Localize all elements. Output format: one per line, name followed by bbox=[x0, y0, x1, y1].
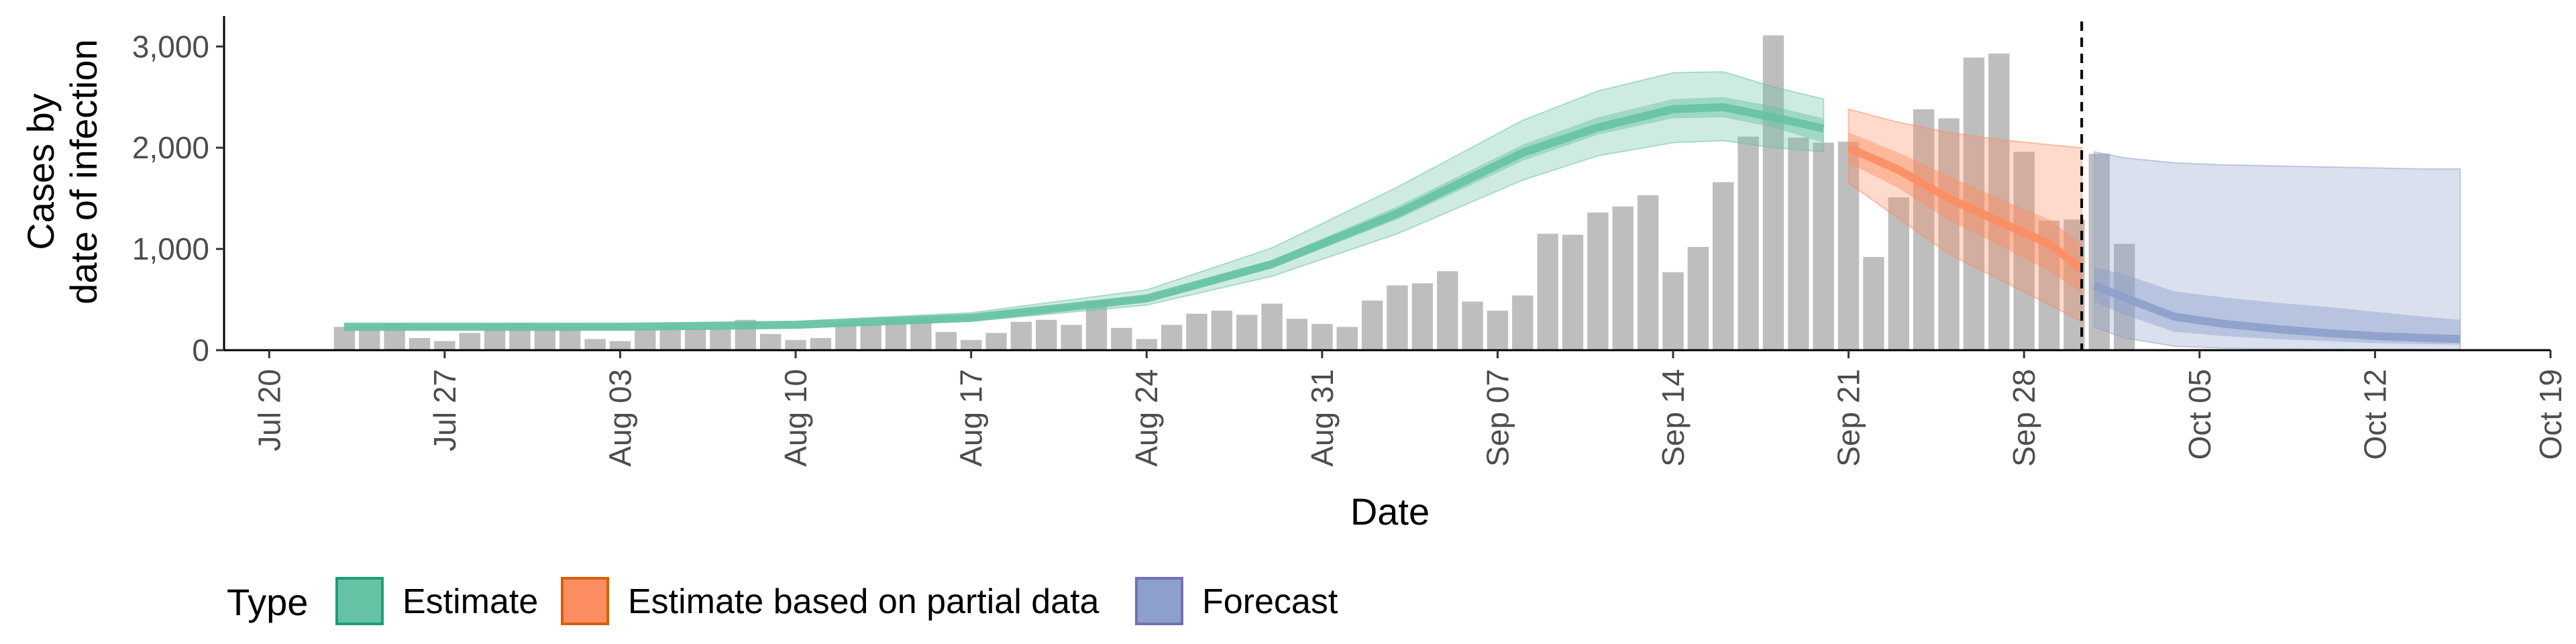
x-tick-label: Sep 14 bbox=[1656, 369, 1690, 467]
bar bbox=[1036, 319, 1057, 350]
x-tick-label: Aug 24 bbox=[1129, 369, 1164, 467]
bar bbox=[584, 339, 606, 350]
bar bbox=[960, 339, 982, 350]
bar bbox=[1813, 142, 1834, 351]
bar bbox=[1211, 311, 1233, 350]
bar bbox=[1361, 301, 1383, 350]
x-tick-label: Jul 27 bbox=[427, 369, 462, 451]
y-tick-label: 3,000 bbox=[132, 29, 209, 64]
bar bbox=[2013, 152, 2035, 350]
bar bbox=[1462, 301, 1483, 350]
x-tick-label: Oct 05 bbox=[2182, 369, 2217, 460]
bar bbox=[1913, 109, 1935, 350]
bar bbox=[985, 333, 1007, 350]
x-tick-label: Aug 17 bbox=[954, 369, 989, 467]
bar bbox=[1286, 319, 1308, 350]
bar bbox=[1261, 303, 1283, 350]
x-tick-label: Oct 12 bbox=[2357, 369, 2392, 460]
y-axis-title-line2: date of infection bbox=[62, 39, 105, 304]
bar bbox=[1637, 195, 1659, 350]
x-axis-title: Date bbox=[1350, 490, 1430, 533]
bar bbox=[1436, 271, 1458, 350]
median-line-estimate bbox=[344, 103, 1825, 331]
x-tick-label: Sep 07 bbox=[1480, 369, 1515, 467]
bar bbox=[635, 329, 656, 350]
x-tick-label: Jul 20 bbox=[252, 369, 286, 451]
bar bbox=[810, 337, 832, 350]
x-tick-label: Aug 31 bbox=[1305, 369, 1340, 467]
y-tick-label: 0 bbox=[192, 333, 209, 368]
bar bbox=[1762, 35, 1784, 350]
x-tick-label: Oct 19 bbox=[2533, 369, 2568, 460]
axes-layer: 0 1,000 2,000 3,000 Jul 20 Jul 27 Aug 03 Aug 10… bbox=[132, 16, 2568, 467]
bar bbox=[1713, 182, 1734, 350]
bar bbox=[1938, 118, 1960, 350]
bar bbox=[1562, 234, 1584, 350]
x-tick-label: Aug 10 bbox=[778, 369, 813, 467]
bar bbox=[434, 341, 455, 350]
legend-label-forecast: Forecast bbox=[1202, 582, 1338, 621]
bar bbox=[1136, 339, 1157, 350]
legend-item-forecast: Forecast bbox=[1135, 577, 1338, 625]
legend-item-partial: Estimate based on partial data bbox=[561, 577, 1099, 625]
legend-label-partial: Estimate based on partial data bbox=[628, 582, 1099, 621]
bar bbox=[1061, 325, 1082, 350]
x-tick-label: Sep 28 bbox=[2006, 369, 2041, 467]
bar bbox=[710, 329, 731, 350]
y-tick-label: 2,000 bbox=[132, 130, 209, 165]
legend-label-estimate: Estimate bbox=[402, 582, 538, 621]
legend-key-partial bbox=[561, 577, 609, 625]
x-tick-label: Aug 03 bbox=[603, 369, 638, 467]
bar bbox=[1687, 247, 1709, 350]
bar bbox=[1111, 327, 1132, 350]
bar bbox=[910, 319, 932, 350]
bar bbox=[1662, 272, 1684, 350]
bar bbox=[459, 333, 480, 350]
bar bbox=[1186, 313, 1208, 350]
bar bbox=[1612, 206, 1633, 350]
legend: Type Estimate Estimate based on partial … bbox=[227, 577, 1338, 625]
bar bbox=[835, 323, 857, 350]
bar bbox=[935, 331, 957, 350]
bar bbox=[759, 333, 782, 350]
bar bbox=[1988, 53, 2010, 350]
bands-layer bbox=[343, 70, 2461, 351]
bar bbox=[1236, 315, 1258, 350]
ci50-band-forecast bbox=[2094, 267, 2461, 345]
legend-item-estimate: Estimate bbox=[335, 577, 538, 625]
bar bbox=[1311, 323, 1333, 350]
bar bbox=[2088, 154, 2110, 350]
ci90-band-estimate-based-on-partial-data bbox=[1847, 108, 2083, 323]
bar bbox=[1737, 136, 1759, 350]
bar bbox=[1411, 283, 1434, 350]
bar bbox=[860, 323, 881, 350]
bar bbox=[1863, 257, 1884, 350]
bar bbox=[1512, 295, 1534, 350]
legend-key-forecast bbox=[1135, 577, 1183, 625]
bar bbox=[1788, 138, 1809, 350]
legend-key-estimate bbox=[335, 577, 384, 625]
legend-title: Type bbox=[227, 581, 308, 623]
bar bbox=[785, 339, 806, 350]
bar bbox=[1010, 321, 1032, 350]
bar bbox=[609, 341, 631, 350]
y-axis-title-line1: Cases by bbox=[19, 93, 62, 250]
x-tick-label: Sep 21 bbox=[1831, 369, 1866, 467]
y-axis-title: Cases by date of infection bbox=[19, 39, 105, 304]
bar bbox=[1587, 212, 1609, 350]
bar bbox=[1161, 325, 1183, 350]
bar bbox=[1387, 285, 1408, 350]
bar bbox=[409, 337, 431, 350]
y-tick-label: 1,000 bbox=[132, 231, 209, 266]
bar bbox=[684, 327, 706, 350]
bar bbox=[1336, 327, 1358, 350]
bar bbox=[1537, 233, 1558, 350]
median-line-forecast bbox=[2092, 281, 2461, 343]
median-line-estimate-based-on-partial-data bbox=[1847, 144, 2084, 273]
bar bbox=[1487, 311, 1509, 350]
